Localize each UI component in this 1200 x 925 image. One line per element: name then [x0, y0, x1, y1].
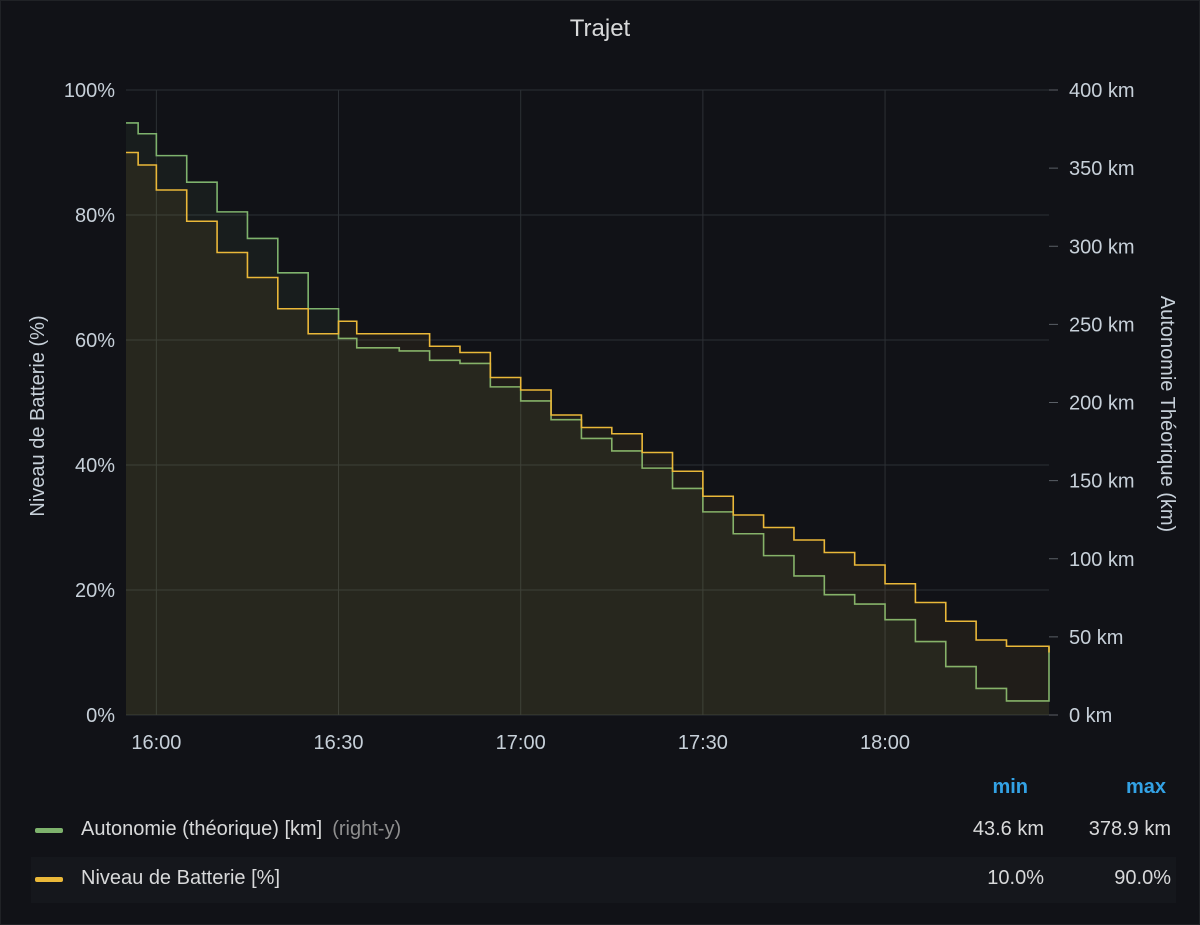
legend-max-value: 90.0% — [1114, 867, 1171, 889]
legend-axis-tag: (right-y) — [332, 818, 402, 840]
right-y-tick-label: 150 km — [1069, 471, 1135, 493]
x-tick-label: 18:00 — [860, 732, 910, 754]
right-y-axis: 0 km 50 km 100 km 150 km 200 km 250 km 300 km 3… — [1049, 80, 1135, 727]
series-area-fill-1 — [126, 152, 1049, 715]
right-y-tick-label: 200 km — [1069, 393, 1135, 415]
left-y-tick-label: 20% — [75, 580, 115, 602]
series-line-1[interactable] — [126, 151, 1050, 653]
legend-item-batterie[interactable]: Niveau de Batterie [%] 10.0% 90.0% — [31, 857, 1176, 903]
right-y-tick-label: 250 km — [1069, 314, 1135, 336]
left-y-tick-label: 100% — [64, 80, 115, 102]
left-y-tick-label: 0% — [86, 705, 115, 727]
series-color-swatch[interactable] — [35, 877, 63, 882]
legend-series-name: Autonomie (théorique) [km] (right-y) — [81, 818, 401, 841]
left-y-tick-label: 40% — [75, 455, 115, 477]
right-y-tick-label: 300 km — [1069, 236, 1135, 258]
right-y-tick-label: 350 km — [1069, 158, 1135, 180]
legend-item-autonomie[interactable]: Autonomie (théorique) [km] (right-y) 43.6… — [31, 808, 1176, 854]
x-tick-label: 17:30 — [678, 732, 728, 754]
right-y-tick-label: 400 km — [1069, 80, 1135, 102]
x-axis: 16:00 16:30 17:00 17:30 18:00 — [131, 732, 910, 754]
legend-min-value: 10.0% — [987, 867, 1044, 889]
series-color-swatch[interactable] — [35, 828, 63, 833]
left-y-tick-label: 60% — [75, 330, 115, 352]
legend-min-value: 43.6 km — [972, 818, 1044, 840]
right-y-tick-label: 0 km — [1069, 705, 1112, 727]
series-area-fill-0 — [126, 122, 1049, 715]
series-group — [126, 122, 1050, 715]
chart-area[interactable]: 0% 20% 40% 60% 80% 100% 0 km 50 km 100 km 150 km… — [1, 1, 1200, 771]
panel-title[interactable]: Trajet — [569, 15, 631, 42]
legend-series-label: Autonomie (théorique) [km] — [81, 818, 323, 840]
x-tick-label: 16:30 — [314, 732, 364, 754]
x-tick-label: 16:00 — [131, 732, 181, 754]
left-y-tick-label: 80% — [75, 205, 115, 227]
legend-series-name: Niveau de Batterie [%] — [81, 867, 280, 889]
legend: min max Autonomie (théorique) [km] (right… — [31, 771, 1176, 911]
left-axis-label: Niveau de Batterie (%) — [27, 315, 49, 516]
right-axis-label: Autonomie Théorique (km) — [1156, 296, 1178, 532]
right-y-tick-label: 100 km — [1069, 549, 1135, 571]
right-y-tick-label: 50 km — [1069, 627, 1123, 649]
legend-header-min[interactable]: min — [992, 776, 1028, 798]
left-y-axis: 0% 20% 40% 60% 80% 100% — [64, 80, 115, 727]
legend-max-value: 378.9 km — [1088, 818, 1171, 840]
legend-header-max[interactable]: max — [1125, 776, 1166, 798]
x-tick-label: 17:00 — [496, 732, 546, 754]
